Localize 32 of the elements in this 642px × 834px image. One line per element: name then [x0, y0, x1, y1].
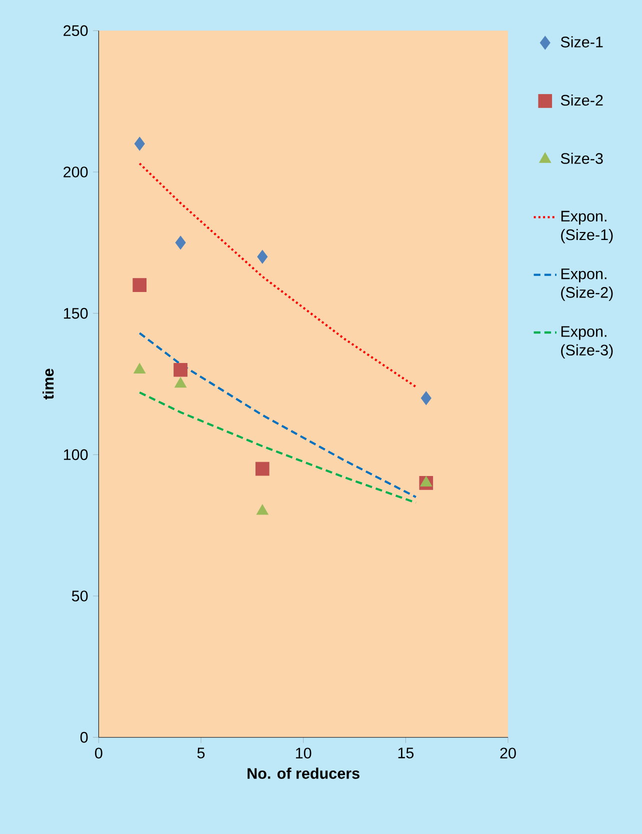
line-series [138, 162, 417, 388]
x-tick-label: 0 [95, 748, 102, 759]
point [257, 250, 268, 264]
y-tick-label: 100 [64, 449, 88, 460]
point [174, 362, 188, 377]
y-tick-label: 250 [64, 25, 88, 36]
y-tick-label: 50 [72, 590, 88, 602]
legend-label: Expon. (Size-1) [561, 210, 613, 244]
point [174, 377, 187, 388]
point [175, 236, 186, 250]
point [256, 504, 268, 515]
legend-label: Size-2 [560, 94, 603, 106]
legend-label: Size-3 [560, 152, 603, 164]
point [420, 391, 432, 406]
point [134, 362, 146, 374]
legend-label: Expon. (Size-3) [561, 326, 613, 359]
y-tick-label: 0 [80, 732, 88, 743]
point [255, 462, 270, 476]
x-tick-label: 5 [197, 748, 205, 758]
point [132, 278, 147, 292]
legend-label: Size-1 [560, 36, 603, 48]
x-tick-label: 20 [500, 748, 516, 759]
line-series [138, 332, 417, 498]
x-axis-title: No. of reducers [248, 768, 360, 779]
y-tick-label: 150 [64, 308, 88, 319]
legend-label: Expon. (Size-2) [561, 268, 613, 301]
point [420, 476, 432, 487]
x-tick-label: 15 [398, 748, 414, 758]
y-axis-title: time [42, 368, 54, 400]
x-tick-label: 10 [296, 748, 312, 759]
y-tick-label: 200 [64, 166, 88, 178]
point [134, 136, 145, 151]
